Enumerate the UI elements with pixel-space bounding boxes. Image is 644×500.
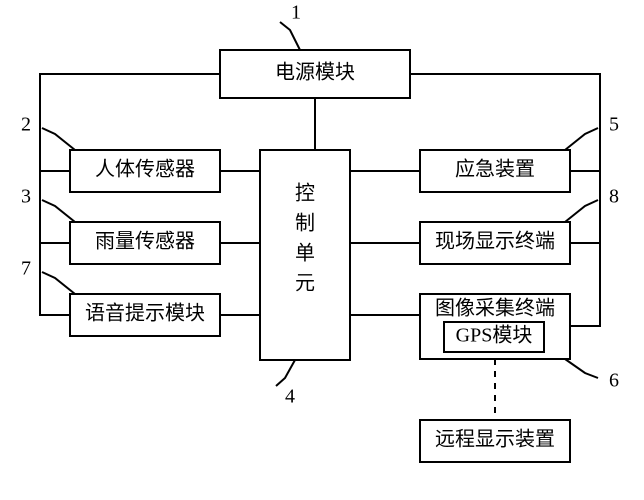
node-rain-sensor-label: 雨量传感器 — [95, 230, 195, 253]
node-image-collect-label: 图像采集终端 — [435, 297, 555, 320]
node-voice-module-label: 语音提示模块 — [85, 302, 205, 325]
node-power-label: 电源模块 — [275, 61, 355, 84]
lead-8 — [565, 200, 598, 222]
num-2: 2 — [21, 114, 31, 136]
node-control-label-3: 元 — [295, 273, 315, 295]
num-7: 7 — [21, 258, 31, 280]
node-local-display-label: 现场显示终端 — [435, 230, 555, 253]
diagram-canvas: 电源模块 控 制 单 元 人体传感器 雨量传感器 语音提示模块 应急装置 现场显… — [0, 0, 644, 500]
edge-power-left-bus — [40, 74, 220, 315]
lead-6 — [565, 359, 598, 378]
node-gps-label: GPS模块 — [456, 324, 533, 347]
num-3: 3 — [21, 186, 31, 208]
lead-2 — [42, 128, 75, 150]
edge-power-right-bus — [410, 74, 600, 326]
lead-4 — [276, 360, 295, 386]
lead-7 — [42, 272, 75, 294]
lead-1 — [280, 22, 300, 50]
num-6: 6 — [609, 370, 619, 392]
node-control-label-1: 制 — [295, 212, 315, 235]
node-remote-display-label: 远程显示装置 — [435, 428, 555, 451]
lead-5 — [565, 128, 598, 150]
node-human-sensor-label: 人体传感器 — [95, 158, 195, 181]
node-control-label-0: 控 — [295, 182, 315, 205]
num-4: 4 — [285, 386, 295, 408]
num-5: 5 — [609, 114, 619, 136]
node-emergency-label: 应急装置 — [455, 158, 535, 181]
lead-3 — [42, 200, 75, 222]
num-1: 1 — [291, 2, 301, 24]
num-8: 8 — [609, 186, 619, 208]
node-control-label-2: 单 — [295, 242, 315, 265]
